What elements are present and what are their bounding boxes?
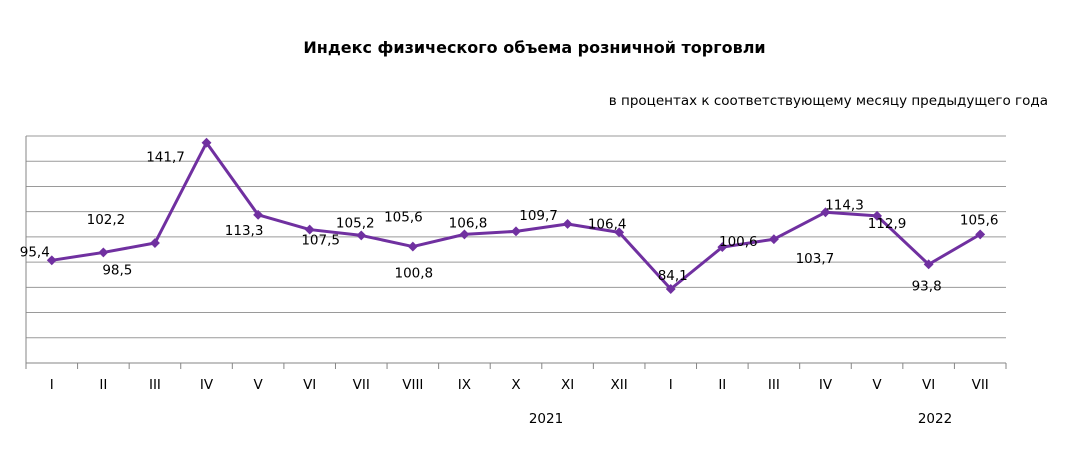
x-tick-label: VI — [922, 377, 935, 393]
x-tick-label: VI — [303, 377, 316, 393]
x-tick-label: VIII — [402, 377, 423, 393]
data-point — [562, 219, 573, 229]
data-point — [820, 207, 831, 218]
data-point — [511, 226, 521, 237]
gridlines — [25, 135, 1006, 364]
data-point — [975, 229, 986, 240]
series-line — [51, 141, 981, 291]
x-tick-label: VII — [353, 377, 370, 393]
data-label: 100,8 — [395, 266, 434, 282]
year-labels: 2021 2022 — [529, 411, 952, 427]
year-label: 2022 — [918, 411, 952, 427]
data-point — [614, 227, 625, 238]
data-point — [665, 284, 676, 294]
data-label: 106,8 — [449, 215, 488, 231]
x-tick-label: VII — [972, 377, 989, 393]
data-label: 141,7 — [146, 150, 185, 166]
x-tick-label: IV — [819, 377, 833, 393]
x-tick-labels: I II III IV V VI VII VIII IX X XI XII I II III IV V VI VII — [50, 377, 989, 393]
x-axis — [25, 363, 1007, 369]
x-tick-label: IV — [200, 377, 214, 393]
data-label: 112,9 — [868, 216, 907, 232]
data-label: 109,7 — [519, 208, 558, 224]
data-label: 102,2 — [87, 212, 126, 228]
x-tick-label: V — [872, 377, 882, 393]
data-labels: 95,4 98,5 102,2 141,7 113,3 107,5 105,2 100,8 10… — [20, 150, 999, 295]
data-label: 113,3 — [225, 223, 264, 239]
data-point — [768, 234, 779, 245]
x-tick-label: II — [99, 377, 107, 393]
data-point — [356, 230, 367, 241]
year-label: 2021 — [529, 411, 563, 427]
data-label: 84,1 — [658, 268, 688, 284]
data-point — [717, 242, 728, 253]
x-tick-label: V — [253, 377, 263, 393]
chart-title: Индекс физического объема розничной торг… — [303, 38, 766, 57]
x-tick-label: I — [669, 377, 673, 393]
x-tick-label: X — [511, 377, 520, 393]
x-tick-label: XI — [561, 377, 574, 393]
data-label: 95,4 — [20, 244, 50, 260]
x-tick-label: IX — [458, 377, 471, 393]
chart-subtitle: в процентах к соответствующему месяцу пр… — [608, 93, 1048, 109]
x-tick-label: II — [718, 377, 726, 393]
data-label: 103,7 — [796, 251, 835, 267]
data-label: 105,2 — [336, 215, 375, 231]
data-label: 114,3 — [825, 197, 864, 213]
data-label: 105,6 — [384, 209, 423, 225]
data-label: 105,6 — [960, 212, 999, 228]
x-tick-label: III — [768, 377, 780, 393]
data-label: 93,8 — [912, 278, 942, 294]
x-tick-label: I — [50, 377, 54, 393]
x-tick-label: III — [149, 377, 161, 393]
data-point — [923, 259, 934, 270]
data-label: 100,6 — [719, 234, 758, 250]
data-point — [201, 137, 212, 148]
series-layer — [46, 137, 986, 294]
data-point — [872, 210, 883, 221]
x-tick-label: XII — [611, 377, 628, 393]
data-point — [149, 238, 160, 248]
data-label: 106,4 — [588, 216, 627, 232]
data-label: 107,5 — [301, 233, 340, 249]
data-point — [407, 241, 418, 252]
data-point — [459, 229, 470, 240]
data-point — [304, 224, 315, 235]
data-label: 98,5 — [102, 262, 132, 278]
data-point — [98, 247, 109, 258]
